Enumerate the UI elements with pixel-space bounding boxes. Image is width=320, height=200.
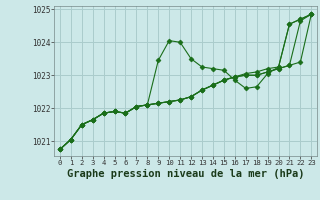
X-axis label: Graphe pression niveau de la mer (hPa): Graphe pression niveau de la mer (hPa) [67,169,304,179]
